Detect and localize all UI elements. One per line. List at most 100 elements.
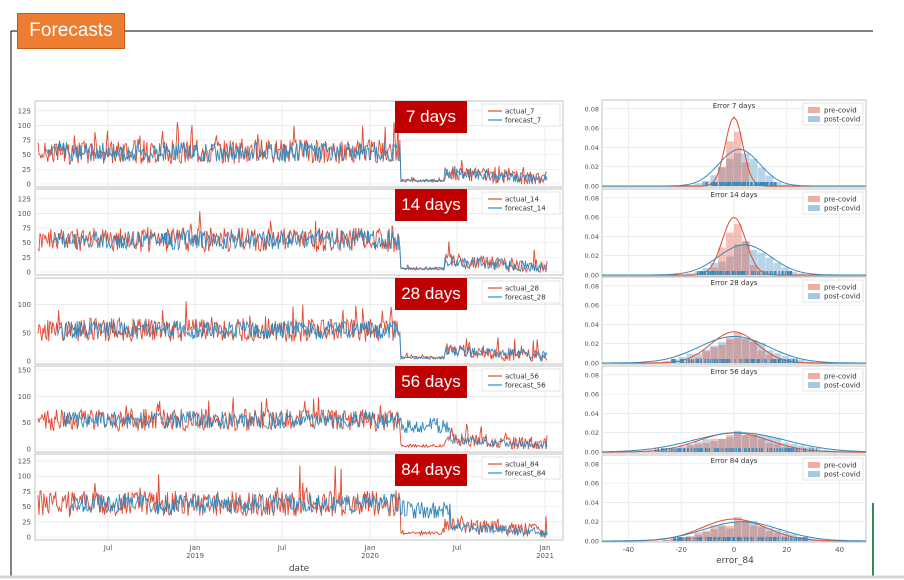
y-tick-label: 0.06 xyxy=(585,302,599,310)
legend-label: forecast_7 xyxy=(505,117,541,125)
legend-label: post-covid xyxy=(824,205,860,213)
y-tick-label: 75 xyxy=(22,488,31,496)
hist-bar-post xyxy=(718,438,726,452)
y-tick-label: 25 xyxy=(22,518,31,526)
y-tick-label: 75 xyxy=(22,137,31,145)
y-tick-label: 0 xyxy=(27,358,31,366)
y-tick-label: 0.02 xyxy=(585,252,599,260)
right-x-axis-label: error_84 xyxy=(716,556,754,566)
y-tick-label: 0.06 xyxy=(585,214,599,222)
hist-bar-pre xyxy=(694,532,703,541)
hist-bar-post xyxy=(718,342,726,363)
x-tick-label: 2020 xyxy=(361,552,379,560)
legend-label: forecast_14 xyxy=(505,205,546,213)
hist-bar-post xyxy=(757,252,766,275)
hist-bar-post xyxy=(773,262,782,275)
y-tick-label: 0.08 xyxy=(585,105,599,113)
y-tick-label: 0.02 xyxy=(585,429,599,437)
y-tick-label: 0.06 xyxy=(585,480,599,488)
hist-bar-post xyxy=(670,447,679,452)
hist-bar-post xyxy=(749,249,758,275)
hist-bar-post xyxy=(734,244,742,275)
legend-label: actual_56 xyxy=(505,373,540,381)
hist-bar-post xyxy=(773,529,782,541)
y-tick-label: 0 xyxy=(27,534,31,542)
hist-bar-pre xyxy=(805,450,813,452)
hist-bar-post xyxy=(757,342,766,363)
series-line-forecast xyxy=(57,320,548,362)
hist-bar-post xyxy=(789,443,798,452)
y-tick-label: 0.08 xyxy=(585,371,599,379)
hist-bar-post xyxy=(694,353,703,363)
y-tick-label: 50 xyxy=(22,151,31,159)
hist-bar-post xyxy=(757,526,766,541)
hist-bar-post xyxy=(773,182,782,186)
hist-bar-post xyxy=(734,338,742,363)
hist-bar-post xyxy=(741,338,750,363)
hist-bar-post xyxy=(702,439,710,452)
hist-bar-post xyxy=(789,271,798,275)
density-curve-pre xyxy=(602,331,866,364)
horizon-badge: 84 days xyxy=(395,454,467,486)
y-tick-label: 0.08 xyxy=(585,460,599,468)
x-tick-label: 2021 xyxy=(536,552,554,560)
hist-bar-post xyxy=(678,446,687,452)
y-tick-label: 25 xyxy=(22,166,31,174)
hist-bar-post xyxy=(662,539,671,541)
hist-bar-pre xyxy=(734,431,742,452)
x-tick-label: 0 xyxy=(732,546,736,554)
histogram-panel-1: 0.00 0.02 0.04 0.06 0.08 Error 14 days pre-cov… xyxy=(585,188,867,280)
y-tick-label: 0.04 xyxy=(585,321,599,329)
hist-bar-post xyxy=(765,436,774,452)
hist-bar-post xyxy=(726,528,734,541)
legend-label: actual_14 xyxy=(505,196,540,204)
legend-swatch xyxy=(808,284,820,290)
y-tick-label: 25 xyxy=(22,254,31,262)
legend-swatch xyxy=(808,373,820,379)
histogram-title: Error 84 days xyxy=(711,457,758,465)
y-tick-label: 0.00 xyxy=(585,183,599,191)
hist-bar-pre xyxy=(757,350,766,363)
legend-label: post-covid xyxy=(824,471,860,479)
hist-bar-post xyxy=(741,520,750,541)
hist-bar-pre xyxy=(726,141,734,186)
y-tick-label: 0.06 xyxy=(585,391,599,399)
hist-bar-pre xyxy=(765,531,774,541)
hist-bar-post xyxy=(718,261,726,275)
density-curve-post xyxy=(602,335,866,364)
legend-swatch xyxy=(808,116,820,122)
hist-bar-post xyxy=(749,434,758,452)
hist-bar-post xyxy=(710,263,718,275)
hist-bar-pre xyxy=(781,447,790,452)
x-tick-label: 2019 xyxy=(186,552,204,560)
hist-bar-post xyxy=(734,153,742,186)
hist-bar-pre xyxy=(710,525,718,541)
y-tick-label: 100 xyxy=(18,122,31,130)
hist-bar-pre xyxy=(686,536,695,541)
legend-swatch xyxy=(808,205,820,211)
y-tick-label: 125 xyxy=(18,107,31,115)
hist-bar-post xyxy=(765,527,774,541)
hist-bar-pre xyxy=(694,443,703,452)
hist-bar-post xyxy=(718,526,726,541)
density-curve-post xyxy=(602,521,866,542)
hist-bar-post xyxy=(765,257,774,275)
hist-bar-post xyxy=(773,353,782,363)
hist-bar-post xyxy=(726,158,734,186)
hist-bar-post xyxy=(686,536,695,541)
hist-bar-post xyxy=(726,256,734,275)
hist-bar-pre xyxy=(741,241,750,275)
hist-bar-post xyxy=(694,183,703,186)
legend-swatch xyxy=(808,293,820,299)
y-tick-label: 0.00 xyxy=(585,538,599,546)
histogram-title: Error 7 days xyxy=(713,102,756,110)
y-tick-label: 0.04 xyxy=(585,144,599,152)
legend-label: pre-covid xyxy=(824,373,857,381)
legend-swatch xyxy=(808,382,820,388)
